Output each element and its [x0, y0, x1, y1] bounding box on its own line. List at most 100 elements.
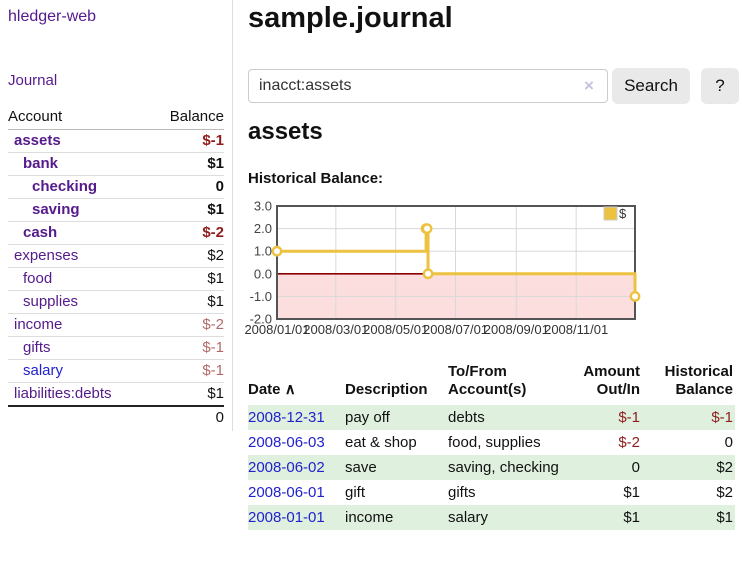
search-input[interactable]	[248, 69, 608, 103]
account-link-gifts[interactable]: gifts	[23, 339, 51, 356]
account-balance: $-2	[149, 221, 224, 245]
main-content: sample.journal × Search ? assets Histori…	[244, 0, 742, 582]
register-header-accounts: To/From Account(s)	[448, 363, 527, 398]
historical-balance-chart: 3.0 2.0 1.0 0.0 -1.0 -2.02008/01/012008/03/01…	[244, 199, 641, 337]
transaction-balance: $2	[716, 459, 733, 476]
y-tick-label: 0.0	[254, 266, 272, 281]
account-link-food[interactable]: food	[23, 270, 53, 287]
account-row: supplies $1	[8, 290, 224, 314]
transaction-description: income	[345, 509, 394, 526]
account-link-assets[interactable]: assets	[14, 132, 61, 149]
account-balance: 0	[149, 175, 224, 199]
transaction-accounts: saving, checking	[448, 459, 559, 476]
transaction-accounts: debts	[448, 409, 485, 426]
sidebar-item-journal[interactable]: Journal	[8, 72, 58, 89]
account-link-supplies[interactable]: supplies	[23, 293, 79, 310]
transaction-description: pay off	[345, 409, 390, 426]
accounts-table: Account Balance assets $-1 bank $1 checking 0…	[8, 106, 224, 429]
data-point-marker	[271, 245, 283, 257]
page-title: sample.journal	[248, 2, 453, 34]
transaction-accounts: food, supplies	[448, 434, 541, 451]
account-row: food $1	[8, 267, 224, 291]
account-link-bank[interactable]: bank	[23, 155, 59, 172]
date-header-label: Date	[248, 381, 281, 398]
account-row: checking 0	[8, 175, 224, 199]
transaction-date-link[interactable]: 2008-06-01	[248, 484, 325, 501]
legend-swatch	[603, 206, 618, 221]
account-link-cash[interactable]: cash	[23, 224, 58, 241]
transaction-row: 2008-06-03 eat & shop food, supplies $-2 0	[248, 430, 735, 455]
data-point-marker	[629, 291, 641, 302]
transaction-row: 2008-06-01 gift gifts $1 $2	[248, 480, 735, 505]
account-link-income[interactable]: income	[14, 316, 63, 333]
accounts-total-row: 0	[8, 405, 224, 429]
x-tick-label: 2008/01/01	[244, 322, 309, 337]
account-row: cash $-2	[8, 221, 224, 245]
transaction-description: save	[345, 459, 377, 476]
sort-ascending-icon: ∧	[284, 381, 296, 398]
search-form: × Search ?	[248, 68, 742, 104]
account-row: bank $1	[8, 152, 224, 176]
register-header-date[interactable]: Date ∧	[248, 361, 345, 405]
transaction-amount: 0	[631, 459, 640, 476]
transaction-row: 2008-01-01 income salary $1 $1	[248, 505, 735, 530]
sidebar: hledger-web Journal Account Balance asse…	[0, 0, 233, 431]
y-tick-label: -1.0	[250, 289, 272, 304]
account-link-checking[interactable]: checking	[32, 178, 98, 195]
y-tick-label: 1.0	[254, 244, 272, 259]
help-button[interactable]: ?	[701, 68, 739, 104]
register-header-amount: Amount Out/In	[583, 363, 640, 398]
transaction-balance: $1	[716, 509, 733, 526]
clear-search-icon[interactable]: ×	[584, 76, 594, 95]
data-point-marker	[422, 268, 434, 280]
account-balance: $1	[149, 152, 224, 176]
account-balance: $1	[149, 382, 224, 406]
account-link-liabilities-debts[interactable]: liabilities:debts	[14, 385, 112, 402]
account-link-expenses[interactable]: expenses	[14, 247, 79, 264]
transaction-description: eat & shop	[345, 434, 417, 451]
account-row: salary $-1	[8, 359, 224, 383]
register-header-balance: Historical Balance	[664, 363, 733, 398]
transaction-balance: $2	[716, 484, 733, 501]
transaction-date-link[interactable]: 2008-06-03	[248, 434, 325, 451]
transaction-date-link[interactable]: 2008-12-31	[248, 409, 325, 426]
account-link-saving[interactable]: saving	[32, 201, 80, 218]
transaction-balance: $-1	[711, 409, 733, 426]
register-table: Date ∧ Description To/From Account(s) Am…	[248, 361, 735, 530]
account-balance: $1	[149, 267, 224, 291]
account-heading: assets	[248, 118, 323, 145]
y-tick-label: 3.0	[254, 199, 272, 214]
search-button[interactable]: Search	[612, 68, 690, 104]
x-tick-label: 2008/09/01	[484, 322, 549, 337]
account-balance: $-1	[149, 336, 224, 360]
account-row: liabilities:debts $1	[8, 382, 224, 406]
account-row: gifts $-1	[8, 336, 224, 360]
x-tick-label: 2008/05/01	[363, 322, 428, 337]
transaction-date-link[interactable]: 2008-06-02	[248, 459, 325, 476]
register-table-body: 2008-12-31 pay off debts $-1 $-1 2008-06-03 ea…	[248, 405, 735, 530]
y-tick-label: 2.0	[254, 221, 272, 236]
transaction-row: 2008-06-02 save saving, checking 0 $2	[248, 455, 735, 480]
account-balance: $-1	[202, 132, 224, 149]
account-balance: $1	[149, 290, 224, 314]
transaction-balance: 0	[724, 434, 733, 451]
account-row: income $-2	[8, 313, 224, 337]
transaction-row: 2008-12-31 pay off debts $-1 $-1	[248, 405, 735, 430]
transaction-accounts: gifts	[448, 484, 476, 501]
legend-label: $	[619, 206, 627, 221]
transaction-amount: $1	[623, 509, 640, 526]
account-balance: $2	[149, 244, 224, 268]
x-tick-label: 2008/07/01	[423, 322, 488, 337]
accounts-header-account: Account	[8, 106, 150, 130]
account-row: assets $-1	[8, 130, 224, 153]
account-row: expenses $2	[8, 244, 224, 268]
account-balance: $-2	[149, 313, 224, 337]
chart-section-label: Historical Balance:	[248, 170, 384, 187]
transaction-amount: $1	[623, 484, 640, 501]
transaction-date-link[interactable]: 2008-01-01	[248, 509, 325, 526]
app-title-link[interactable]: hledger-web	[8, 8, 97, 25]
transaction-amount: $-2	[618, 434, 640, 451]
transaction-description: gift	[345, 484, 366, 501]
account-link-salary[interactable]: salary	[23, 362, 64, 379]
register-header-description: Description	[345, 381, 428, 398]
